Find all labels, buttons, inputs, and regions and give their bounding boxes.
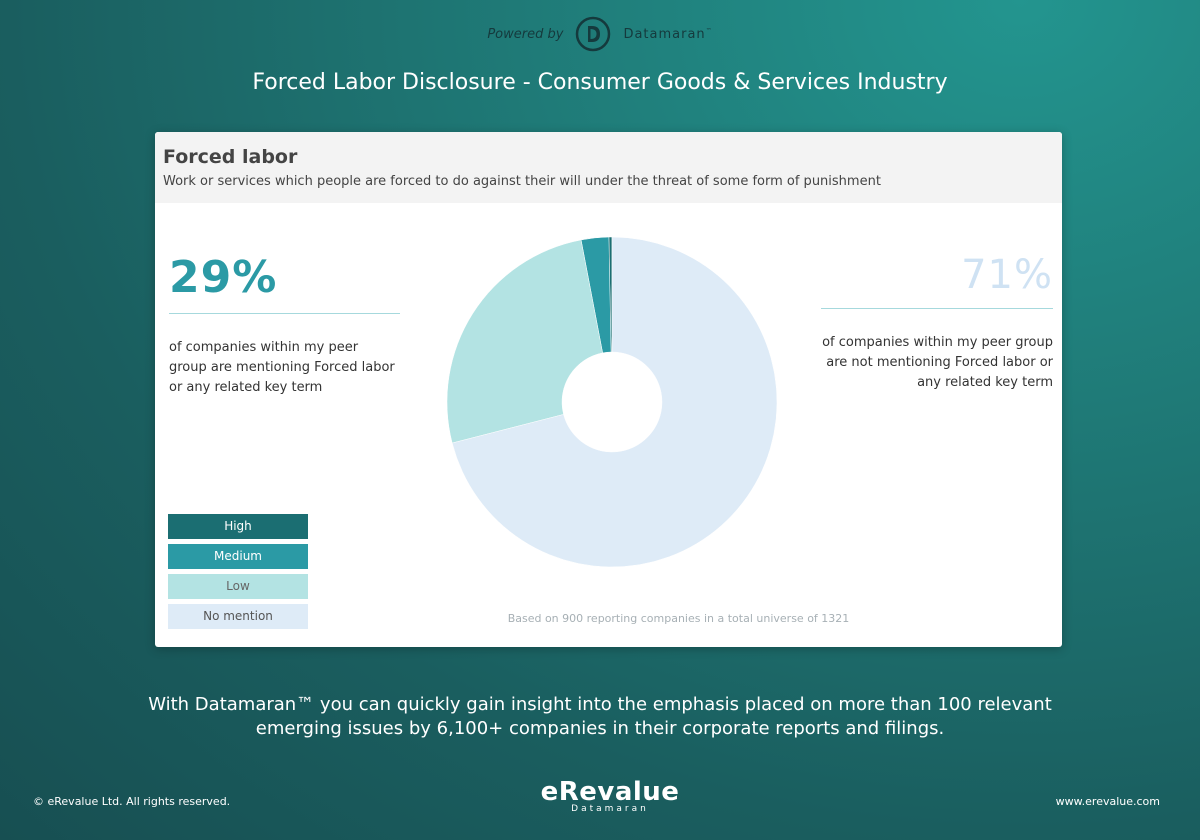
not-mentioning-stat: 71% of companies within my peer group ar…: [821, 252, 1053, 393]
chart-card: Forced labor Work or services which peop…: [155, 132, 1062, 647]
mentioning-stat: 29% of companies within my peer group ar…: [169, 252, 400, 398]
powered-by-label: Powered by: [487, 26, 564, 42]
mentioning-divider: [169, 313, 400, 314]
not-mentioning-description: of companies within my peer group are no…: [822, 335, 1053, 390]
website-link[interactable]: www.erevalue.com: [1055, 795, 1160, 808]
tagline-line-1: With Datamaran™ you can quickly gain ins…: [148, 694, 1052, 715]
powered-by-bar: Powered by Datamaran™: [0, 16, 1200, 52]
card-subtitle: Work or services which people are forced…: [163, 174, 881, 189]
donut-slice-low: [446, 239, 603, 444]
erevalue-logo-subtitle: Datamaran: [571, 804, 649, 814]
card-title: Forced labor: [163, 146, 298, 168]
powered-by-brand: Datamaran™: [623, 27, 712, 42]
not-mentioning-divider: [821, 308, 1053, 309]
legend-item-low: Low: [168, 574, 308, 599]
mentioning-percentage: 29%: [169, 252, 278, 303]
donut-slice-no-mention: [451, 236, 778, 568]
donut-chart: [446, 236, 778, 568]
page-title: Forced Labor Disclosure - Consumer Goods…: [252, 70, 948, 95]
brand-trademark: ™: [705, 27, 713, 35]
datamaran-logo-icon: [576, 16, 611, 52]
erevalue-logo-wordmark: eRevalue: [540, 777, 680, 807]
legend-item-high: High: [168, 514, 308, 539]
tagline: With Datamaran™ you can quickly gain ins…: [0, 693, 1200, 741]
tagline-line-2: emerging issues by 6,100+ companies in t…: [255, 718, 945, 739]
brand-name: Datamaran: [623, 26, 706, 42]
card-header: Forced labor Work or services which peop…: [155, 132, 1062, 203]
chart-footnote: Based on 900 reporting companies in a to…: [507, 612, 850, 625]
copyright-text: © eRevalue Ltd. All rights reserved.: [33, 795, 231, 808]
legend-item-medium: Medium: [168, 544, 308, 569]
erevalue-logo: eRevalue Datamaran: [540, 778, 680, 814]
legend-item-no-mention: No mention: [168, 604, 308, 629]
chart-legend: High Medium Low No mention: [168, 514, 308, 634]
mentioning-description: of companies within my peer group are me…: [169, 340, 395, 395]
not-mentioning-percentage: 71%: [961, 252, 1053, 298]
